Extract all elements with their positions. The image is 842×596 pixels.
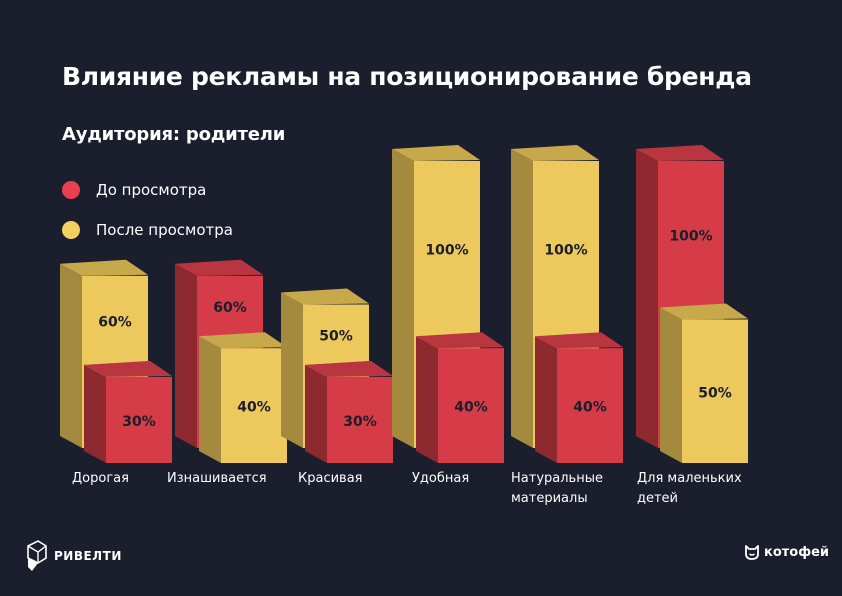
category-label-line: Изнашивается	[167, 471, 267, 486]
bar-front-0-side	[84, 364, 106, 463]
legend-dot-yellow	[62, 221, 80, 239]
chart-title: Влияние рекламы на позиционирование брен…	[62, 62, 752, 91]
bar-back-0-top	[60, 259, 148, 276]
bar-front-0-front	[106, 376, 172, 463]
bar-front-5-front	[682, 319, 748, 463]
bar-back-4-side	[511, 149, 533, 448]
category-label-1: Изнашивается	[167, 469, 267, 489]
bar-front-1-front	[221, 348, 287, 463]
bar-back-2-top	[281, 288, 369, 305]
value-label-back-2: 50%	[319, 329, 353, 345]
category-label-5: Для маленьких детей	[637, 469, 742, 509]
category-label-3: Удобная	[412, 469, 469, 489]
bar-front-3-front	[438, 348, 504, 463]
category-label-line: Красивая	[298, 471, 363, 486]
bar-front-4-side	[535, 336, 557, 463]
bar-front-4-top	[535, 332, 623, 349]
bar-front-2	[305, 360, 393, 463]
bar-front-0	[84, 360, 172, 463]
legend-dot-red	[62, 181, 80, 199]
category-label-line: Удобная	[412, 471, 470, 486]
value-label-back-4: 100%	[544, 243, 587, 259]
bar-front-4	[535, 332, 623, 463]
legend-item-before: До просмотра	[62, 179, 206, 201]
value-label-back-3: 100%	[425, 243, 468, 259]
bar-back-1-top	[175, 259, 263, 276]
bar-front-5	[660, 303, 748, 463]
category-label-line: Для маленьких	[637, 471, 742, 486]
bar-front-2-front	[327, 376, 393, 463]
cat-head-icon	[745, 545, 759, 560]
category-label-line: детей	[637, 491, 679, 506]
bar-front-5-side	[660, 307, 682, 463]
value-label-front-5: 50%	[698, 385, 732, 401]
bar-back-4-top	[511, 145, 599, 161]
legend-label-before: До просмотра	[96, 181, 207, 199]
bar-back-3-top	[392, 145, 480, 161]
bar-front-1-side	[199, 336, 221, 463]
bar-front-4-front	[557, 348, 623, 463]
rivelti-logo-text: РИВЕЛТИ	[54, 549, 122, 563]
bar-front-3	[416, 332, 504, 463]
value-label-front-4: 40%	[573, 400, 607, 416]
category-label-0: Дорогая	[72, 469, 129, 489]
category-label-2: Красивая	[298, 469, 363, 489]
bar-front-3-top	[416, 332, 504, 349]
bar-front-0-top	[84, 360, 172, 377]
kotofey-logo-text: котофей	[764, 544, 830, 560]
bar-back-0-side	[60, 263, 82, 448]
bar-front-1-top	[199, 332, 287, 349]
bar-front-1	[199, 332, 287, 463]
value-label-back-5: 100%	[669, 228, 712, 244]
value-label-front-3: 40%	[454, 400, 488, 416]
bar-back-1-side	[175, 263, 197, 448]
category-label-4: Натуральные материалы	[511, 469, 603, 509]
value-label-front-0: 30%	[122, 414, 156, 430]
rivelti-icon	[27, 540, 47, 571]
value-label-back-1: 60%	[213, 300, 247, 316]
bar-front-2-top	[305, 360, 393, 377]
value-label-back-0: 60%	[98, 314, 132, 330]
rivelti-logo: РИВЕЛТИ	[26, 540, 122, 572]
category-label-line: Дорогая	[72, 471, 129, 486]
legend-label-after: После просмотра	[96, 221, 233, 239]
value-label-front-2: 30%	[343, 414, 377, 430]
legend-item-after: После просмотра	[62, 219, 233, 241]
bar-back-5-top	[636, 145, 724, 161]
bar-front-5-top	[660, 303, 748, 320]
bar-back-5-side	[636, 149, 658, 448]
bar-back-2-side	[281, 292, 303, 448]
kotofey-logo: котофей	[744, 544, 829, 560]
value-label-front-1: 40%	[237, 400, 271, 416]
bar-front-2-side	[305, 364, 327, 463]
category-label-line: материалы	[511, 491, 588, 506]
chart-subtitle: Аудитория: родители	[62, 124, 286, 145]
bar-front-3-side	[416, 336, 438, 463]
category-label-line: Натуральные	[511, 471, 603, 486]
bar-back-3-side	[392, 149, 414, 448]
